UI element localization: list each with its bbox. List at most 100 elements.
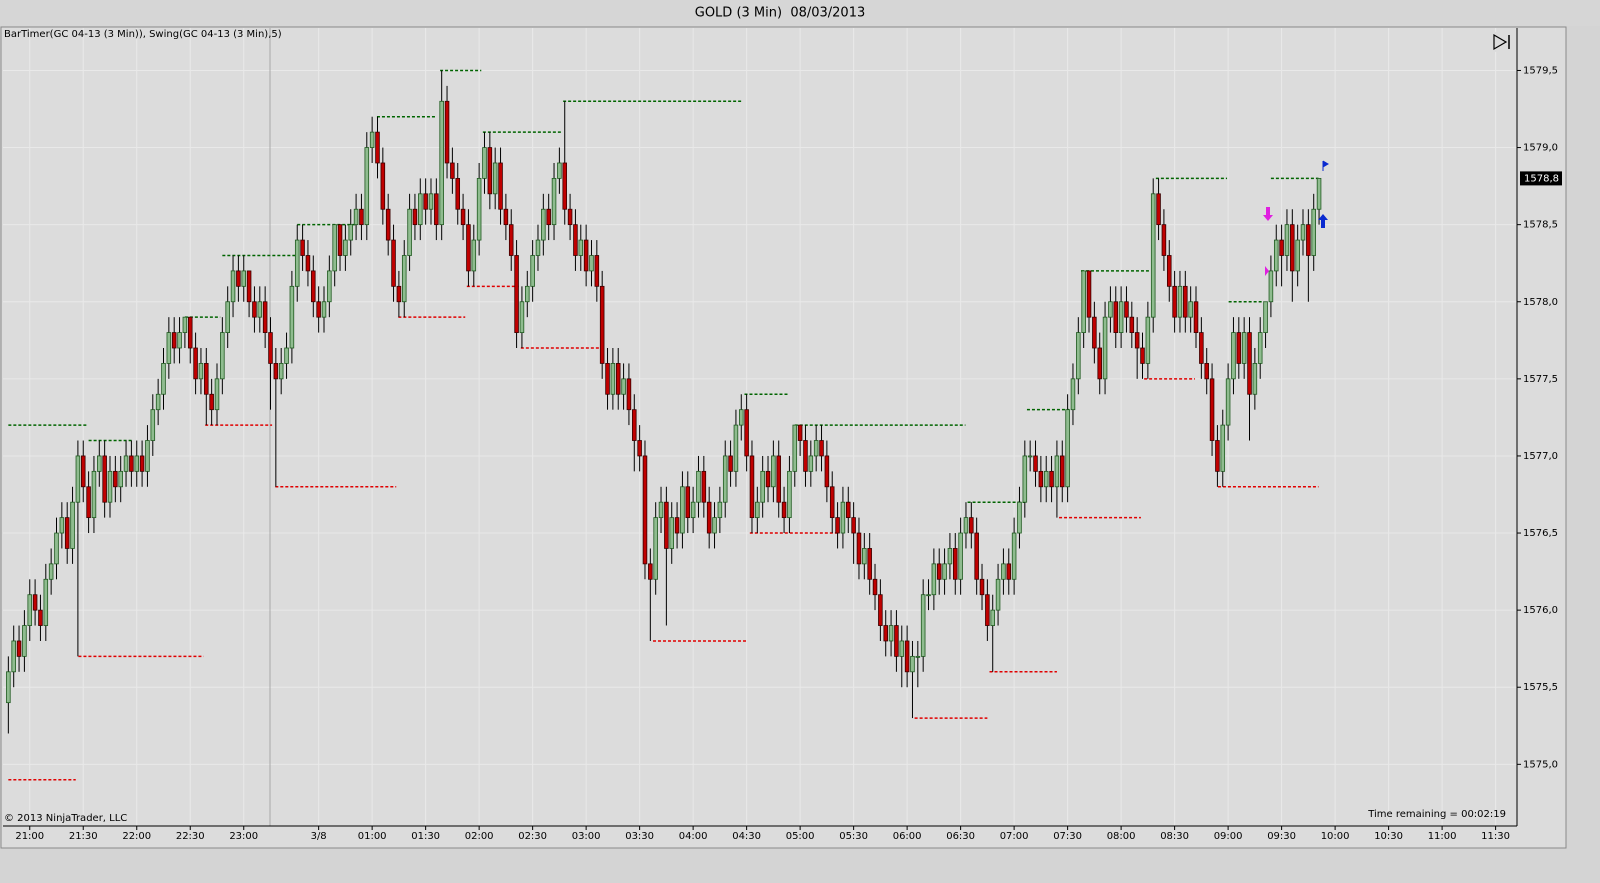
candle-body [1247,332,1252,395]
candle-body [369,131,375,148]
x-tick-label: 21:00 [15,831,44,842]
candle-body [1049,470,1054,488]
candle-body [508,224,514,256]
candle-body [1231,332,1236,380]
candle-body [487,147,493,195]
candle-body [1241,332,1247,364]
time-remaining: Time remaining = 00:02:19 [1367,809,1506,820]
candle-body [733,424,739,472]
candles [6,70,1322,734]
candle-body [1220,424,1226,472]
candle-body [658,501,664,519]
candle-body [583,239,589,272]
candle-body [808,455,814,472]
candle-body [969,517,974,534]
candle-body [648,563,653,580]
candle-body [11,640,16,673]
candle-body [1054,455,1060,488]
candle-body [1097,347,1102,380]
scroll-end-button[interactable] [1491,32,1513,52]
candle-body [1236,332,1242,364]
candle-body [113,470,118,488]
candle-body [6,671,11,704]
candle-body [1076,332,1081,380]
candle-body [599,285,605,364]
candle-body [343,239,348,256]
candle-body [963,517,969,534]
candle-body [792,424,798,472]
candle-body [974,532,979,580]
candle-body [38,609,43,626]
candle-body [1065,409,1070,488]
candle-body [952,548,958,580]
y-tick-label: 1578,5 [1523,220,1558,231]
candle-body [412,208,418,226]
candle-body [289,285,295,349]
candle-body [706,501,712,534]
y-tick-label: 1579,0 [1523,143,1558,154]
candle-body [482,147,487,179]
x-tick-label: 08:00 [1107,831,1136,842]
x-tick-label: 02:00 [465,831,494,842]
candle-body [567,208,573,226]
x-tick-label: 22:00 [122,831,151,842]
candle-body [321,301,327,318]
flag-marker [1322,160,1329,171]
candle-body [1193,301,1199,333]
candle-body [1199,332,1204,364]
candle-body [150,409,156,441]
candle-body [97,455,102,472]
candle-body [27,594,33,626]
candle-body [594,255,600,287]
sell-arrow [1263,207,1273,221]
candle-body [1043,470,1049,488]
candle-body [503,208,509,226]
candle-body [696,470,701,503]
candle-body [535,239,541,256]
candle-body [332,224,337,272]
y-tick-label: 1577,5 [1523,374,1558,385]
x-tick-label: 03:00 [572,831,601,842]
candle-body [920,594,926,657]
x-tick-label: 21:30 [69,831,98,842]
candle-body [91,470,97,519]
candle-body [626,378,632,411]
candle-body [214,378,220,411]
candle-body [316,301,321,318]
candle-body [48,563,54,580]
candle-body [1295,239,1300,272]
chart-frame [0,26,1567,849]
candle-body [1188,301,1193,318]
candle-body [749,455,755,519]
candle-body [915,655,921,658]
candle-body [926,594,931,597]
candle-body [385,208,391,241]
candle-body [166,332,172,364]
candle-body [1300,224,1306,241]
candle-body [803,440,808,472]
candle-body [829,486,835,519]
candle-body [364,147,370,226]
candle-body [958,532,963,580]
x-tick-label: 03:30 [625,831,654,842]
candle-body [375,131,380,164]
y-tick-label: 1577,0 [1523,451,1558,462]
candle-body [428,193,434,210]
x-tick-label: 06:30 [946,831,975,842]
y-tick-label: 1578,0 [1523,297,1558,308]
candle-body [995,578,1001,611]
candle-body [498,162,503,210]
candle-body [546,208,551,226]
candle-body [562,162,568,210]
candle-body [70,501,75,549]
y-tick-label: 1576,0 [1523,605,1558,616]
candle-body [1257,332,1263,364]
candle-body [840,501,846,534]
candle-body [268,332,273,364]
candle-body [102,455,107,503]
candle-body [1263,301,1268,333]
candle-body [177,332,182,349]
candle-body [1011,532,1017,580]
candle-body [337,224,343,256]
